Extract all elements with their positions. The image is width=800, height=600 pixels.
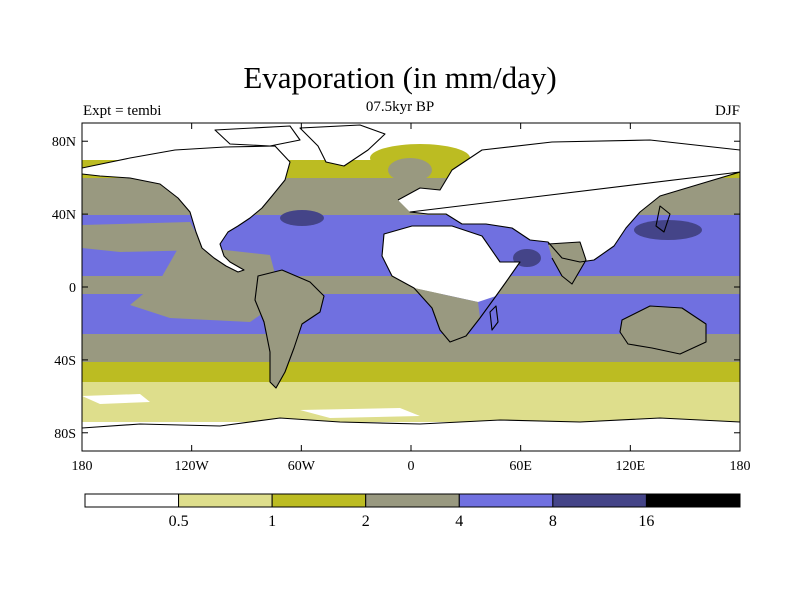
- colorbar-label: 0.5: [169, 513, 189, 530]
- lon-tick-label: 0: [408, 459, 415, 474]
- season-label: DJF: [714, 103, 740, 119]
- lat-tick-label: 40N: [52, 208, 76, 223]
- colorbar-label: 2: [362, 513, 370, 530]
- coast-africa: [381, 225, 521, 343]
- map-title: Evaporation (in mm/day): [243, 60, 557, 95]
- colorbar-bin: [365, 493, 460, 508]
- colorbar-label: 8: [549, 513, 557, 530]
- land-africa: [382, 226, 520, 302]
- coast-india: [547, 241, 587, 285]
- zone-nordic-gray: [388, 158, 432, 182]
- zone-gulfstream-dark: [280, 210, 324, 226]
- lon-tick-label: 120W: [175, 459, 210, 474]
- colorbar-bin: [458, 493, 554, 508]
- coast-eurasia: [397, 139, 740, 263]
- zone-east-pacific-gray: [130, 245, 282, 322]
- lat-tick-label: 0: [69, 281, 76, 296]
- colorbar-label: 4: [455, 513, 463, 530]
- map-subtitle: 07.5kyr BP: [365, 99, 435, 115]
- zone-southern-white-patch: [82, 394, 150, 404]
- zone-southern-white-patch-2: [300, 408, 420, 418]
- land-south-america: [255, 270, 324, 388]
- land-canada-islands: [215, 126, 300, 146]
- coast-greenland: [299, 124, 386, 167]
- coast-japan: [655, 205, 671, 233]
- colorbar-label: 16: [638, 513, 654, 530]
- zone-pacific-gray-north: [82, 222, 205, 252]
- zone-south-olive: [82, 362, 740, 384]
- lon-tick-label: 180: [730, 459, 751, 474]
- coast-south-america: [254, 269, 325, 389]
- lon-tick-label: 120E: [616, 459, 646, 474]
- lon-tick-label: 180: [72, 459, 93, 474]
- colorbar: 0.5 1 2 4 8 16: [84, 493, 741, 530]
- coast-north-america: [82, 145, 291, 273]
- lat-tick-label: 40S: [54, 354, 76, 369]
- lon-tick-label: 60E: [509, 459, 532, 474]
- land-eurasia: [398, 140, 740, 262]
- lat-tick-label: 80S: [54, 427, 76, 442]
- map-axes: 180 120W 60W 0 60E 120E 180 80N 40N 0 40S 80S: [52, 123, 751, 474]
- colorbar-label: 1: [268, 513, 276, 530]
- zone-kuroshio-dark: [634, 220, 702, 240]
- experiment-label: Expt = tembi: [83, 103, 162, 119]
- coast-antarctica: [82, 417, 740, 429]
- coastlines: [82, 124, 740, 429]
- zone-south-light: [82, 382, 740, 424]
- colorbar-bin: [84, 493, 180, 508]
- evaporation-map: [82, 123, 740, 451]
- coast-madagascar: [489, 305, 499, 331]
- colorbar-bin: [178, 493, 273, 508]
- lon-tick-label: 60W: [288, 459, 316, 474]
- colorbar-bin: [645, 493, 741, 508]
- colorbar-bin: [552, 493, 647, 508]
- coast-australia: [619, 305, 707, 355]
- land-australia: [620, 306, 706, 354]
- land-africa-south: [414, 288, 480, 342]
- colorbar-bin: [271, 493, 367, 508]
- land-greenland: [300, 125, 385, 166]
- land-north-america: [82, 146, 290, 272]
- coast-canada-islands: [214, 125, 301, 147]
- land-antarctica: [82, 418, 740, 451]
- lat-tick-label: 80N: [52, 135, 76, 150]
